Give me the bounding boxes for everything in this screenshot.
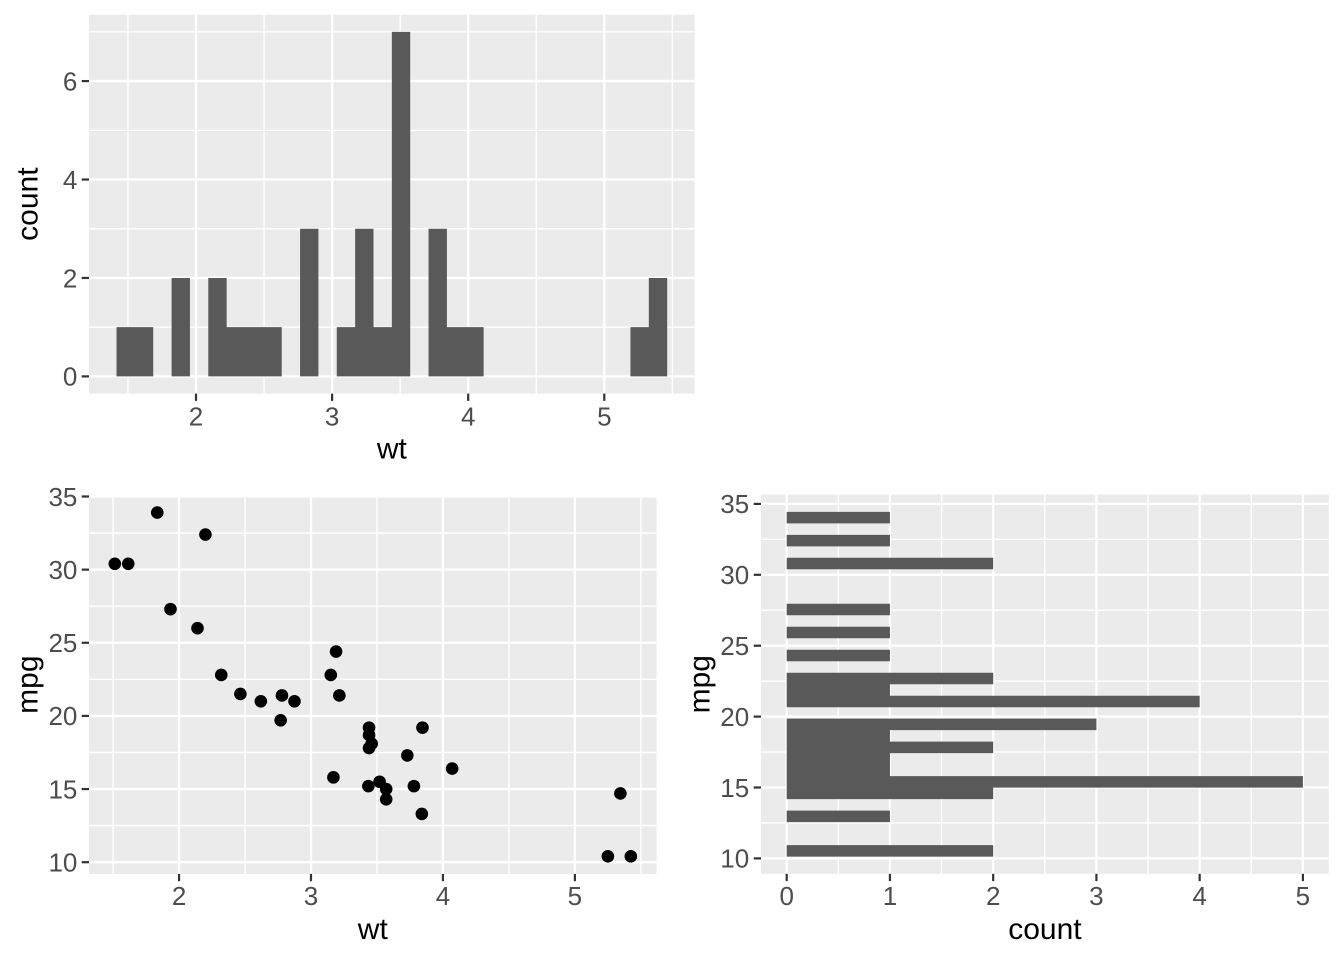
svg-text:wt: wt (357, 913, 389, 946)
svg-text:3: 3 (325, 401, 339, 431)
svg-text:4: 4 (1192, 881, 1206, 911)
svg-text:0: 0 (63, 362, 77, 392)
svg-text:35: 35 (720, 489, 749, 519)
svg-text:count: count (1008, 913, 1082, 946)
svg-text:30: 30 (48, 555, 77, 585)
svg-text:mpg: mpg (683, 655, 716, 713)
svg-text:0: 0 (779, 881, 793, 911)
svg-text:25: 25 (48, 628, 77, 658)
svg-text:2: 2 (172, 881, 186, 911)
svg-text:1: 1 (883, 881, 897, 911)
svg-text:5: 5 (568, 881, 582, 911)
svg-text:15: 15 (720, 773, 749, 803)
svg-text:count: count (12, 167, 45, 241)
svg-text:2: 2 (189, 401, 203, 431)
svg-text:20: 20 (720, 702, 749, 732)
svg-text:10: 10 (720, 844, 749, 874)
svg-text:3: 3 (1089, 881, 1103, 911)
svg-text:35: 35 (48, 482, 77, 512)
svg-text:10: 10 (48, 848, 77, 878)
svg-text:6: 6 (63, 66, 77, 96)
svg-text:4: 4 (461, 401, 475, 431)
svg-text:30: 30 (720, 560, 749, 590)
svg-text:2: 2 (63, 263, 77, 293)
svg-text:3: 3 (304, 881, 318, 911)
svg-text:25: 25 (720, 631, 749, 661)
svg-text:2: 2 (986, 881, 1000, 911)
svg-text:wt: wt (376, 433, 408, 466)
svg-text:15: 15 (48, 774, 77, 804)
svg-text:5: 5 (597, 401, 611, 431)
svg-text:4: 4 (436, 881, 450, 911)
svg-text:mpg: mpg (12, 655, 45, 713)
svg-text:20: 20 (48, 701, 77, 731)
svg-text:5: 5 (1296, 881, 1310, 911)
svg-text:4: 4 (63, 165, 77, 195)
